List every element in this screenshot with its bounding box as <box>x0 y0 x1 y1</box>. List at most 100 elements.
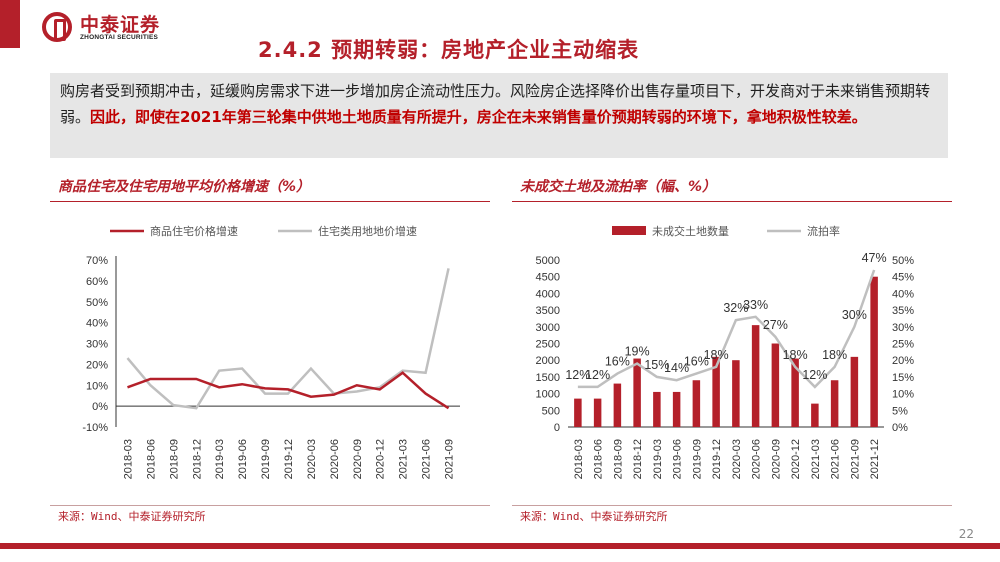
data-label: 16% <box>684 355 709 369</box>
y-tick-label: 4000 <box>536 288 560 300</box>
y-tick-label: 500 <box>542 405 560 417</box>
y2-tick-label: 15% <box>892 372 914 384</box>
x-tick-label: 2019-09 <box>691 439 703 479</box>
company-logo: 中泰证券 ZHONGTAI SECURITIES <box>42 10 242 50</box>
data-label: 32% <box>723 301 748 315</box>
y-tick-label: 3000 <box>536 322 560 334</box>
y-tick-label: -10% <box>82 422 108 434</box>
x-tick-label: 2021-03 <box>810 439 822 479</box>
legend-label: 商品住宅价格增速 <box>150 224 238 238</box>
header-accent-bar <box>0 0 20 48</box>
summary-highlight: 因此，即使在2021年第三轮集中供地土地质量有所提升，房企在未来销售量价预期转弱… <box>90 108 867 126</box>
y2-tick-label: 5% <box>892 405 908 417</box>
x-tick-label: 2021-06 <box>830 439 842 479</box>
data-label: 18% <box>783 348 808 362</box>
x-tick-label: 2018-03 <box>573 439 585 479</box>
y-tick-label: 2500 <box>536 339 560 351</box>
bar <box>791 358 799 427</box>
x-tick-label: 2018-06 <box>145 439 157 479</box>
logo-text-en: ZHONGTAI SECURITIES <box>80 34 159 41</box>
bar <box>751 325 760 427</box>
x-tick-label: 2021-09 <box>849 439 861 479</box>
data-label: 16% <box>605 355 630 369</box>
page-title: 2.4.2 预期转弱：房地产企业主动缩表 <box>258 38 640 62</box>
chart1-source: 来源：Wind、中泰证券研究所 <box>58 510 206 523</box>
data-label: 12% <box>802 368 827 382</box>
bar <box>613 383 622 427</box>
y-tick-label: 40% <box>86 318 108 330</box>
bar <box>712 356 720 427</box>
x-tick-label: 2019-12 <box>283 439 295 479</box>
x-tick-label: 2018-03 <box>122 439 134 479</box>
y2-tick-label: 50% <box>892 255 914 267</box>
bar <box>593 398 602 427</box>
x-tick-label: 2020-06 <box>329 439 341 479</box>
x-tick-label: 2019-03 <box>214 439 226 479</box>
bar <box>771 343 780 427</box>
y-tick-label: 10% <box>86 380 108 392</box>
series-line <box>577 269 876 389</box>
x-tick-label: 2020-09 <box>352 439 364 479</box>
y-tick-label: 60% <box>86 276 108 288</box>
source-divider <box>50 505 490 506</box>
bar <box>811 403 819 427</box>
x-tick-label: 2019-09 <box>260 439 272 479</box>
logo-emblem-icon <box>42 12 72 42</box>
y-tick-label: 20% <box>86 359 108 371</box>
x-tick-label: 2020-03 <box>306 439 318 479</box>
y-tick-label: 30% <box>86 339 108 351</box>
series-line <box>126 268 450 410</box>
series-line <box>127 371 450 410</box>
data-label: 15% <box>644 358 669 372</box>
bar <box>870 276 878 427</box>
bar <box>732 360 740 427</box>
legend-label: 流拍率 <box>807 224 840 238</box>
y-tick-label: 4500 <box>536 272 560 284</box>
y-tick-label: 2000 <box>536 355 560 367</box>
y2-tick-label: 25% <box>892 339 914 351</box>
data-label: 19% <box>625 345 650 359</box>
y-tick-label: 5000 <box>536 255 560 267</box>
x-tick-label: 2020-12 <box>375 439 387 479</box>
x-tick-label: 2021-09 <box>444 439 456 479</box>
data-label: 18% <box>704 348 729 362</box>
x-tick-label: 2019-03 <box>652 439 664 479</box>
unsold-land-combo-chart: 未成交土地数量 流拍率500045004000350030002500200015… <box>536 224 915 479</box>
legend-label: 住宅类用地地价增速 <box>318 224 417 238</box>
y-tick-label: 70% <box>86 255 108 267</box>
x-tick-label: 2018-09 <box>168 439 180 479</box>
bar <box>692 380 701 427</box>
y2-tick-label: 20% <box>892 355 914 367</box>
x-tick-label: 2020-03 <box>731 439 743 479</box>
chart2-title: 未成交土地及流拍率（幅、%） <box>512 172 952 202</box>
source-divider <box>512 505 952 506</box>
data-label: 14% <box>664 361 689 375</box>
bar <box>633 358 641 427</box>
x-tick-label: 2021-06 <box>421 439 433 479</box>
data-label: 12% <box>565 368 590 382</box>
footer-accent-bar <box>0 543 1000 549</box>
y2-tick-label: 10% <box>892 389 914 401</box>
y-tick-label: 50% <box>86 297 108 309</box>
x-tick-label: 2021-12 <box>869 439 881 479</box>
chart2-source: 来源：Wind、中泰证券研究所 <box>520 510 668 523</box>
summary-box: 购房者受到预期冲击，延缓购房需求下进一步增加房企流动性压力。风险房企选择降价出售… <box>50 73 948 158</box>
x-tick-label: 2019-12 <box>711 439 723 479</box>
page-number: 22 <box>958 527 974 541</box>
y2-tick-label: 40% <box>892 288 914 300</box>
x-tick-label: 2018-09 <box>612 439 624 479</box>
data-label: 18% <box>822 348 847 362</box>
y-tick-label: 0 <box>554 422 560 434</box>
data-label: 33% <box>743 298 768 312</box>
x-tick-label: 2018-12 <box>632 439 644 479</box>
x-tick-label: 2018-06 <box>593 439 605 479</box>
y2-tick-label: 35% <box>892 305 914 317</box>
x-tick-label: 2020-09 <box>770 439 782 479</box>
y-tick-label: 3500 <box>536 305 560 317</box>
price-growth-line-chart: 商品住宅价格增速 住宅类用地地价增速 70% 60% 50% 40% 30% 20% 10% 0%… <box>82 224 460 479</box>
summary-text: 购房者受到预期冲击，延缓购房需求下进一步增加房企流动性压力。风险房企选择降价出售… <box>60 82 931 126</box>
logo-text-cn: 中泰证券 <box>80 14 161 36</box>
x-tick-label: 2019-06 <box>237 439 249 479</box>
bar <box>672 391 681 427</box>
x-tick-label: 2021-03 <box>398 439 410 479</box>
